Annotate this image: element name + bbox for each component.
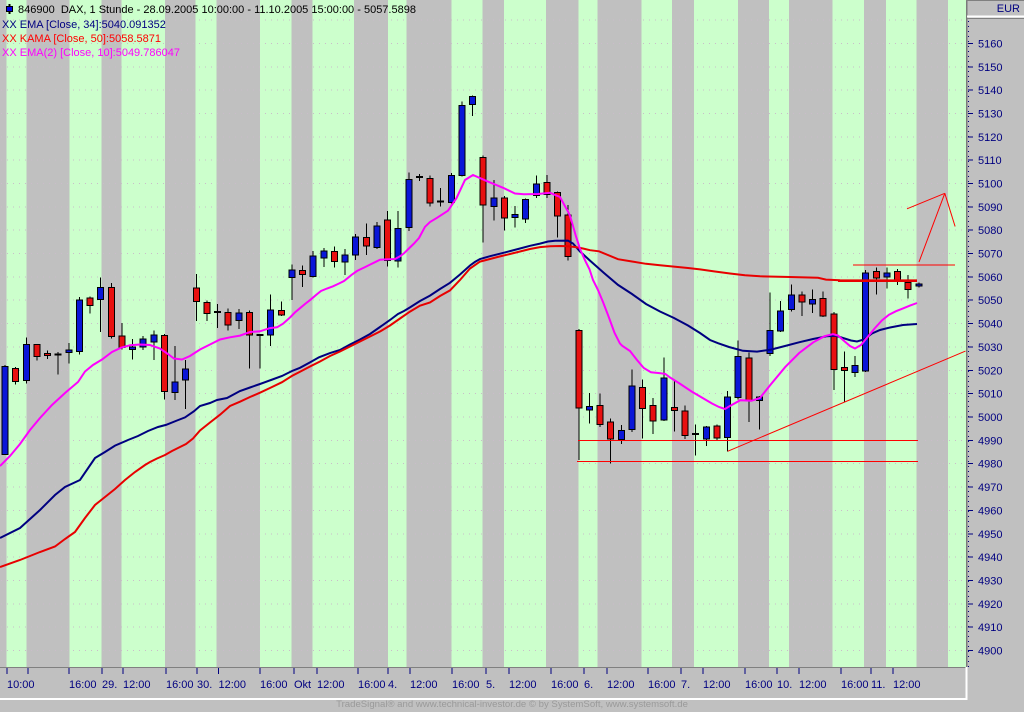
svg-text:EUR: EUR: [997, 3, 1020, 15]
svg-text:5.: 5.: [486, 679, 495, 691]
svg-text:4960: 4960: [978, 505, 1002, 517]
svg-text:5070: 5070: [978, 249, 1002, 261]
svg-text:XX EMA(2) [Close, 10]:5049.786: XX EMA(2) [Close, 10]:5049.786047: [2, 47, 180, 59]
svg-text:4970: 4970: [978, 482, 1002, 494]
svg-text:5020: 5020: [978, 365, 1002, 377]
svg-text:XX KAMA [Close, 50]:5058.5871: XX KAMA [Close, 50]:5058.5871: [2, 33, 161, 45]
svg-text:5000: 5000: [978, 412, 1002, 424]
svg-text:4980: 4980: [978, 459, 1002, 471]
svg-text:XX EMA [Close, 34]:5040.091352: XX EMA [Close, 34]:5040.091352: [2, 19, 166, 31]
svg-text:5050: 5050: [978, 295, 1002, 307]
svg-text:4930: 4930: [978, 575, 1002, 587]
svg-text:5010: 5010: [978, 389, 1002, 401]
svg-text:4920: 4920: [978, 599, 1002, 611]
svg-text:5040: 5040: [978, 319, 1002, 331]
svg-text:5030: 5030: [978, 342, 1002, 354]
svg-text:12:00: 12:00: [607, 679, 635, 691]
svg-text:4.: 4.: [388, 679, 397, 691]
svg-text:16:00: 16:00: [358, 679, 386, 691]
svg-text:5150: 5150: [978, 62, 1002, 74]
svg-text:Okt: Okt: [294, 679, 311, 691]
svg-text:16:00: 16:00: [69, 679, 97, 691]
svg-text:7.: 7.: [681, 679, 690, 691]
svg-text:10:00: 10:00: [7, 679, 35, 691]
svg-text:10.: 10.: [777, 679, 792, 691]
svg-text:5140: 5140: [978, 85, 1002, 97]
svg-text:29.: 29.: [102, 679, 117, 691]
svg-text:846900 DAX, 1 Stunde - 28.09.: 846900 DAX, 1 Stunde - 28.09.2005 10:00:…: [18, 4, 416, 16]
svg-text:5130: 5130: [978, 108, 1002, 120]
svg-text:16:00: 16:00: [745, 679, 773, 691]
svg-text:16:00: 16:00: [551, 679, 579, 691]
svg-text:16:00: 16:00: [648, 679, 676, 691]
svg-text:12:00: 12:00: [799, 679, 827, 691]
svg-text:12:00: 12:00: [219, 679, 247, 691]
svg-text:12:00: 12:00: [893, 679, 921, 691]
svg-text:5060: 5060: [978, 272, 1002, 284]
svg-text:16:00: 16:00: [452, 679, 480, 691]
svg-text:11.: 11.: [871, 679, 885, 691]
svg-text:12:00: 12:00: [123, 679, 151, 691]
svg-text:12:00: 12:00: [703, 679, 731, 691]
svg-text:4910: 4910: [978, 622, 1002, 634]
svg-text:5090: 5090: [978, 202, 1002, 214]
svg-text:4950: 4950: [978, 529, 1002, 541]
svg-text:12:00: 12:00: [410, 679, 438, 691]
svg-text:6.: 6.: [584, 679, 593, 691]
svg-text:5080: 5080: [978, 225, 1002, 237]
svg-text:16:00: 16:00: [260, 679, 288, 691]
svg-text:5100: 5100: [978, 179, 1002, 191]
svg-text:5120: 5120: [978, 132, 1002, 144]
svg-text:4940: 4940: [978, 552, 1002, 564]
svg-text:5160: 5160: [978, 38, 1002, 50]
svg-text:4990: 4990: [978, 435, 1002, 447]
svg-text:12:00: 12:00: [317, 679, 345, 691]
svg-text:5110: 5110: [978, 155, 1002, 167]
svg-text:16:00: 16:00: [841, 679, 869, 691]
svg-text:TradeSignal® and www.technical: TradeSignal® and www.technical-investor.…: [336, 699, 688, 710]
svg-text:12:00: 12:00: [509, 679, 537, 691]
svg-text:16:00: 16:00: [166, 679, 194, 691]
svg-text:30.: 30.: [197, 679, 212, 691]
svg-text:4900: 4900: [978, 646, 1002, 658]
